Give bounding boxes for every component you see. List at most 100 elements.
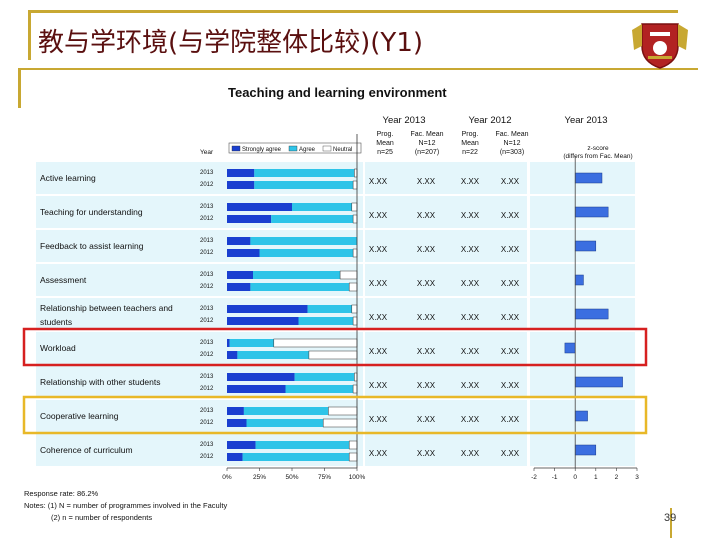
row-label: Relationship with other students: [40, 377, 161, 387]
header-fac-mean-2013-line3: (n=207): [415, 149, 439, 156]
bar-neutral-y2012: [352, 316, 358, 326]
z-score-bar: [574, 410, 588, 422]
value-cell-3: X.XX: [501, 279, 520, 288]
row-year-label: 2012: [200, 318, 214, 324]
bar-agree-y2012: [254, 181, 354, 189]
row-year-label: 2012: [200, 454, 214, 460]
bar-neutral-y2013: [328, 406, 358, 416]
x-tick-label: 50%: [285, 474, 298, 481]
bar-neutral-y2013: [351, 202, 358, 212]
row-band-mid: [365, 434, 527, 466]
row-year-label: 2012: [200, 386, 214, 392]
z-tick-label: 0: [573, 474, 577, 481]
bar-agree-y2013: [254, 169, 355, 177]
row-band-mid: [365, 298, 527, 330]
legend-label-1: Agree: [299, 147, 316, 153]
row-label: Assessment: [40, 275, 87, 285]
header-fac-mean-2013-line2: N=12: [419, 140, 436, 147]
bar-neutral-y2012: [322, 418, 358, 428]
row-year-label: 2013: [200, 238, 214, 244]
university-crest-icon: [632, 23, 688, 69]
bar-strongly-agree-y2012: [227, 283, 251, 291]
bar-neutral-y2012: [352, 384, 358, 394]
row-band-right: [530, 332, 635, 364]
bar-strongly-agree-y2013: [227, 203, 292, 211]
header-prog-mean-2012-line3: n=22: [462, 149, 478, 156]
value-cell-1: X.XX: [417, 415, 436, 424]
value-cell-3: X.XX: [501, 211, 520, 220]
value-cell-3: X.XX: [501, 245, 520, 254]
bar-strongly-agree-y2013: [227, 373, 295, 381]
bar-agree-y2012: [298, 317, 354, 325]
x-tick-label: 0%: [222, 474, 232, 481]
value-cell-2: X.XX: [461, 211, 480, 220]
bar-strongly-agree-y2013: [227, 407, 244, 415]
header-prog-mean-2012-line2: Mean: [461, 140, 479, 147]
header-prog-mean-2013-line2: Mean: [376, 140, 394, 147]
row-label: Workload: [40, 343, 76, 353]
value-cell-0: X.XX: [369, 177, 388, 186]
row-band-mid: [365, 332, 527, 364]
bar-strongly-agree-y2012: [227, 351, 238, 359]
row-label: Teaching for understanding: [40, 207, 143, 217]
row-band-mid: [365, 264, 527, 296]
header-year-label: Year: [200, 149, 214, 156]
bar-agree-y2012: [246, 419, 324, 427]
value-cell-2: X.XX: [461, 279, 480, 288]
row-year-label: 2012: [200, 250, 214, 256]
value-cell-0: X.XX: [369, 279, 388, 288]
bar-strongly-agree-y2013: [227, 441, 256, 449]
legend-swatch-0: [231, 145, 241, 152]
value-cell-1: X.XX: [417, 245, 436, 254]
highlight-cooperative-gold: [22, 395, 648, 435]
bar-strongly-agree-y2012: [227, 215, 272, 223]
row-year-label: 2012: [200, 352, 214, 358]
value-cell-3: X.XX: [501, 347, 520, 356]
row-year-label: 2013: [200, 442, 214, 448]
bar-agree-y2012: [242, 453, 350, 461]
row-year-label: 2013: [200, 340, 214, 346]
z-score-bar: [574, 172, 603, 184]
bar-agree-y2012: [271, 215, 354, 223]
bar-agree-y2013: [243, 407, 329, 415]
header-fac-mean-2013-line1: Fac. Mean: [410, 131, 443, 138]
bar-neutral-y2013: [339, 270, 358, 280]
bar-agree-y2013: [294, 373, 355, 381]
page-number: 39: [664, 512, 677, 524]
value-cell-0: X.XX: [369, 381, 388, 390]
value-cell-1: X.XX: [417, 381, 436, 390]
bar-neutral-y2012: [308, 350, 358, 360]
frame-left-line: [28, 10, 31, 60]
header-prog-mean-2012-line1: Prog.: [462, 131, 479, 138]
value-cell-1: X.XX: [417, 279, 436, 288]
notes-line-1: Notes: (1) N = number of programmes invo…: [24, 501, 227, 510]
bar-neutral-y2013: [351, 304, 358, 314]
row-label: Relationship between teachers and: [40, 303, 173, 313]
bar-neutral-y2013: [348, 440, 358, 450]
row-band-mid: [365, 230, 527, 262]
frame-page-divider: [670, 508, 672, 538]
legend-swatch-2: [322, 145, 332, 152]
row-year-label: 2013: [200, 272, 214, 278]
header-fac-mean-2012-line3: (n=303): [500, 149, 524, 156]
value-cell-1: X.XX: [417, 449, 436, 458]
value-cell-3: X.XX: [501, 177, 520, 186]
highlight-workload-red: [22, 327, 648, 367]
slide-title: 教与学环境(与学院整体比较)(Y1): [38, 28, 423, 58]
z-score-bar: [564, 342, 576, 354]
z-tick-label: 3: [635, 474, 639, 481]
bar-strongly-agree-y2012: [227, 249, 260, 257]
bar-agree-y2012: [250, 283, 350, 291]
bar-agree-y2012: [237, 351, 309, 359]
bar-strongly-agree-y2013: [227, 305, 308, 313]
row-band-mid: [365, 400, 527, 432]
bar-strongly-agree-y2012: [227, 317, 299, 325]
frame-under-title-line: [18, 68, 698, 70]
z-tick-label: -1: [552, 474, 558, 481]
value-cell-3: X.XX: [501, 381, 520, 390]
value-cell-3: X.XX: [501, 415, 520, 424]
row-year-label: 2013: [200, 374, 214, 380]
value-cell-1: X.XX: [417, 211, 436, 220]
value-cell-3: X.XX: [501, 313, 520, 322]
header-year-2012: Year 2012: [469, 115, 512, 126]
